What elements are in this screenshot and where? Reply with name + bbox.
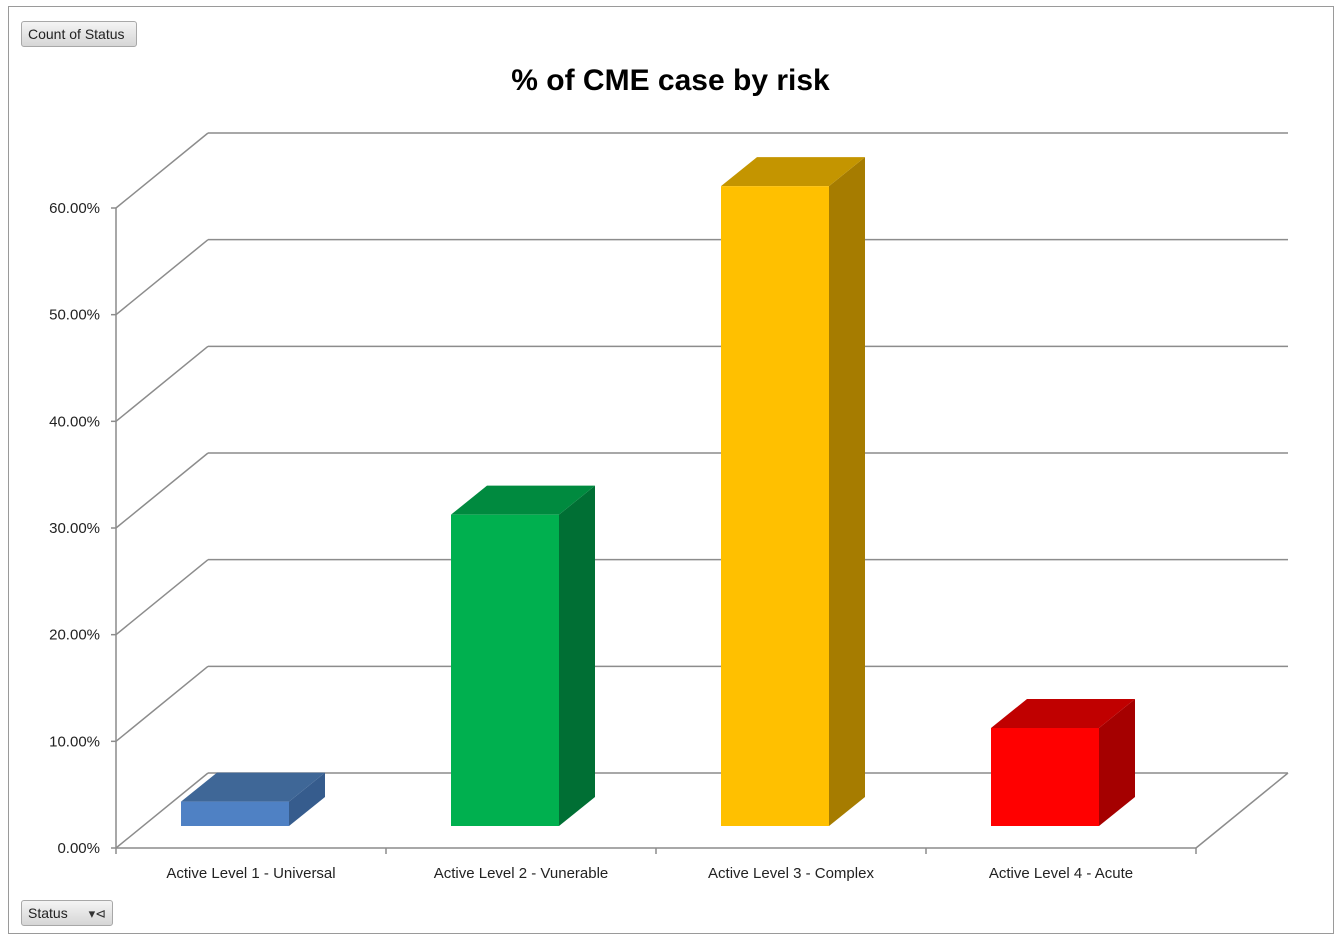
x-category-label: Active Level 2 - Vunerable [434, 865, 609, 882]
bar [721, 186, 829, 827]
bar [991, 728, 1099, 826]
filter-dropdown-icon: ▾⊲ [88, 906, 106, 921]
bar-side [289, 772, 325, 826]
bar-side [559, 485, 595, 826]
x-category-label: Active Level 3 - Complex [708, 865, 874, 882]
y-tick-label: 40.00% [49, 413, 100, 430]
gridline-side [115, 452, 209, 529]
gridline-side [115, 132, 209, 209]
status-label: Status [28, 905, 68, 921]
y-tick-label: 10.00% [49, 733, 100, 750]
x-category-label: Active Level 4 - Acute [989, 865, 1133, 882]
y-tick-label: 20.00% [49, 627, 100, 644]
floor-right-edge [1195, 772, 1289, 849]
gridline-side [115, 345, 209, 422]
y-tick-label: 60.00% [49, 200, 100, 217]
gridline-side [115, 239, 209, 316]
bar-top [451, 485, 595, 515]
gridline-side [115, 559, 209, 636]
x-category-label: Active Level 1 - Universal [166, 865, 335, 882]
bar-top [991, 699, 1135, 728]
y-tick-label: 30.00% [49, 520, 100, 537]
gridline-side [115, 665, 209, 742]
y-tick-label: 0.00% [57, 840, 100, 857]
bar [181, 801, 289, 826]
status-filter-button[interactable]: Status ▾⊲ [21, 900, 113, 926]
bar-top [181, 772, 325, 802]
y-tick-label: 50.00% [49, 307, 100, 324]
count-of-status-label: Count of Status [28, 26, 125, 42]
bar-side [1099, 699, 1135, 826]
chart-title: % of CME case by risk [511, 64, 830, 97]
bar [451, 514, 559, 826]
count-of-status-field-button[interactable]: Count of Status [21, 21, 137, 47]
gridline-side [115, 772, 209, 849]
bar-side [829, 157, 865, 827]
bar-top [721, 157, 865, 187]
